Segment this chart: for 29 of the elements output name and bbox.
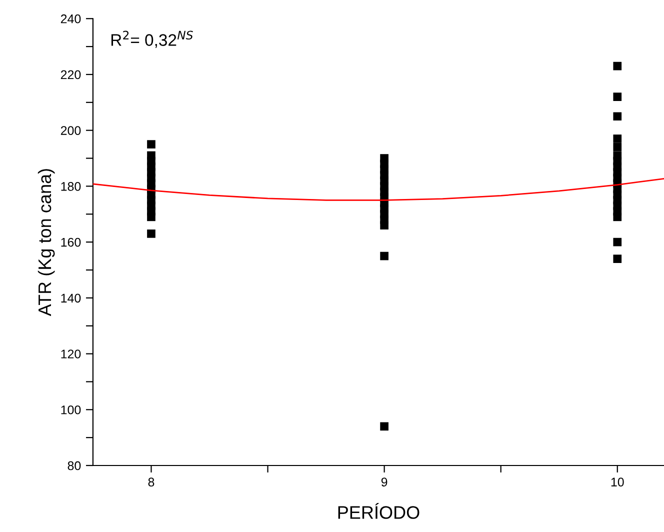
y-axis-title: ATR (Kg ton cana) [38,169,55,316]
y-tick-label: 200 [60,126,81,135]
point [613,134,622,143]
y-tick-label: 160 [61,238,81,247]
y-tick-label: 220 [60,70,81,80]
point [613,254,622,263]
y-tick-label: 140 [61,294,81,303]
point [613,112,622,121]
y-tick-label: 80 [68,461,81,470]
point [613,238,622,246]
y-tick-label: 240 [60,14,81,24]
y-tick-label: 100 [61,405,81,414]
x-axis-title: PERÍODO [338,503,420,519]
x-tick-label: 10 [611,478,624,486]
point [613,62,622,70]
x-tick-label: 8 [148,478,154,486]
y-tick-label: 120 [61,350,81,358]
point [147,212,156,222]
y-tick-label: 180 [61,182,81,191]
point [380,422,388,431]
point [613,92,622,101]
point [613,212,622,222]
point [380,252,388,260]
annotation: R$^{2}$= 0,32$^{NS}$ [111,30,193,48]
point [613,142,622,152]
point [147,140,156,148]
point [147,230,156,238]
point [380,221,388,230]
x-tick-label: 9 [381,478,388,486]
